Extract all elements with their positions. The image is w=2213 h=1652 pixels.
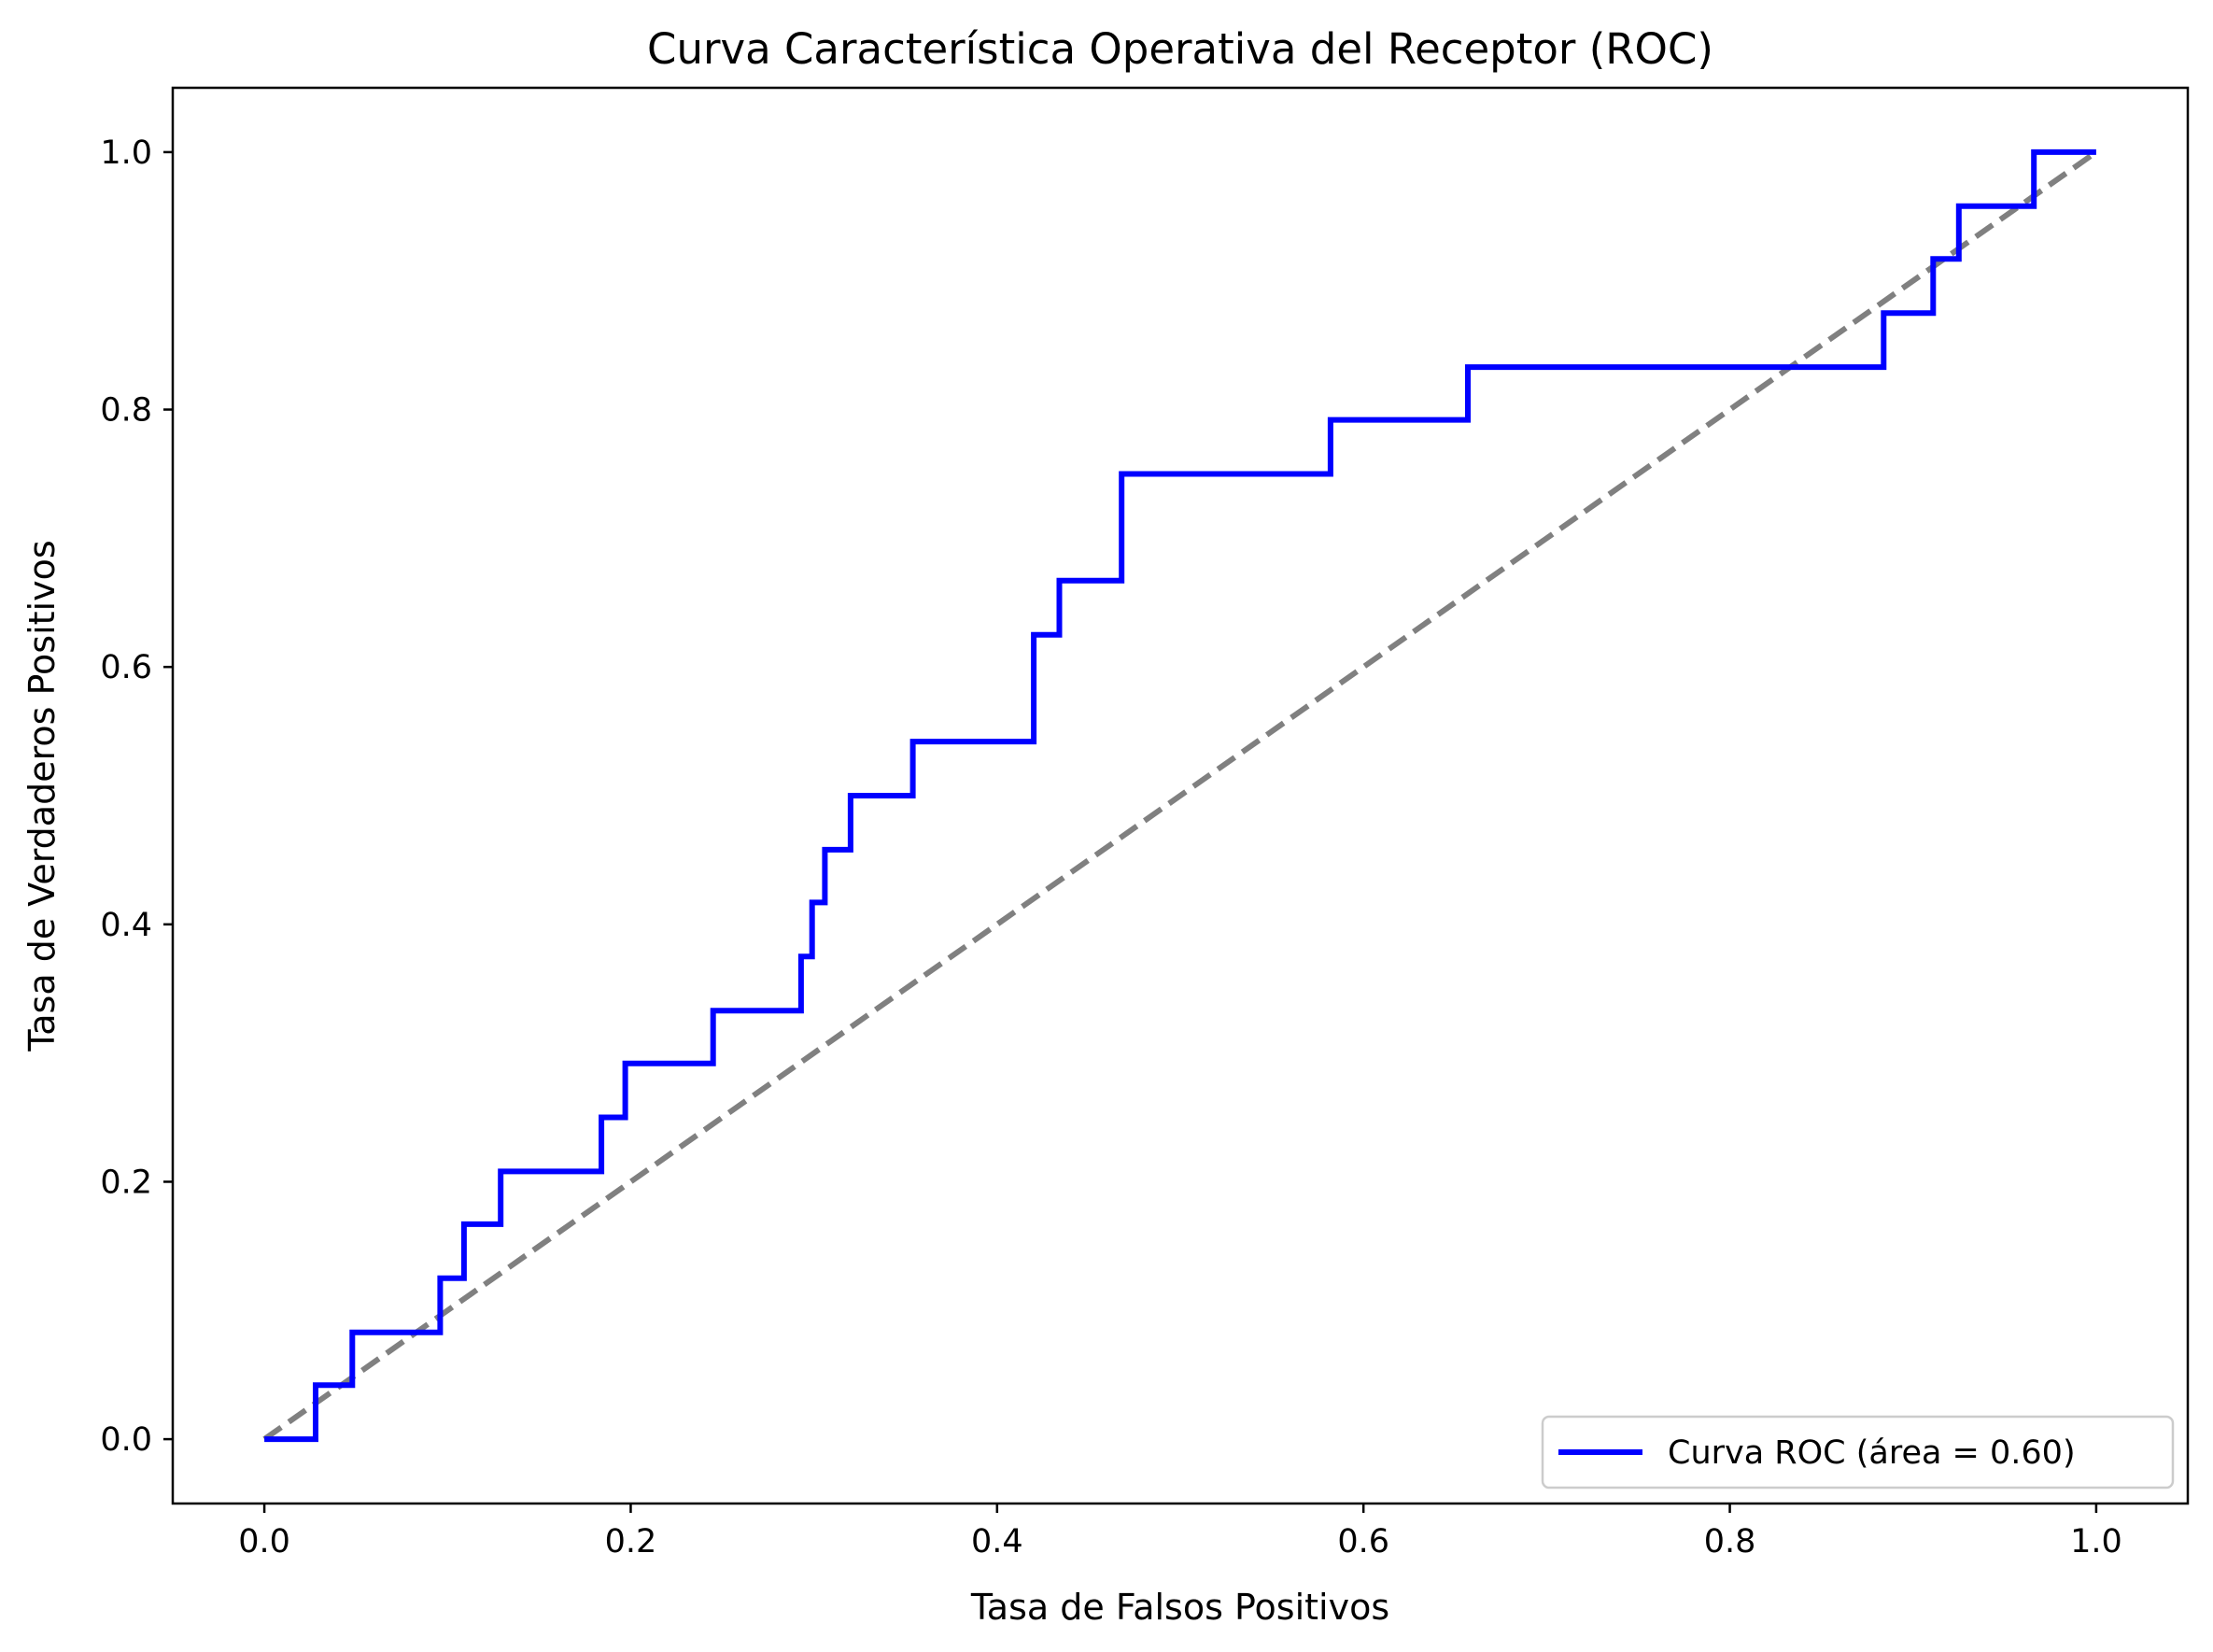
y-tick-label: 0.6 — [100, 649, 152, 686]
x-tick-label: 1.0 — [2070, 1523, 2122, 1560]
series-layer — [262, 148, 2098, 1443]
axes-frame — [171, 86, 2190, 1505]
roc-curve-line — [264, 148, 2096, 1443]
chart-title: Curva Característica Operativa del Recep… — [647, 24, 1713, 74]
legend-box — [1541, 1415, 2175, 1490]
y-tick-label: 0.0 — [100, 1421, 152, 1459]
x-axis-label: Tasa de Falsos Positivos — [970, 1587, 1389, 1628]
y-axis-ticks: 0.0 0.2 0.4 0.6 0.8 1.0 — [100, 134, 173, 1459]
y-tick-label: 0.4 — [100, 907, 152, 944]
x-tick-label: 0.8 — [1704, 1523, 1756, 1560]
plot-area — [171, 86, 2190, 1505]
legend: Curva ROC (área = 0.60) — [1541, 1415, 2175, 1490]
x-tick-label: 0.6 — [1337, 1523, 1389, 1560]
x-axis-ticks: 0.0 0.2 0.4 0.6 0.8 1.0 — [238, 1504, 2122, 1560]
y-axis-label: Tasa de Verdaderos Positivos — [21, 540, 63, 1052]
y-tick-label: 0.8 — [100, 392, 152, 430]
legend-label-roc: Curva ROC (área = 0.60) — [1668, 1434, 2076, 1472]
x-tick-label: 0.2 — [605, 1523, 657, 1560]
x-tick-label: 0.0 — [238, 1523, 290, 1560]
y-tick-label: 1.0 — [100, 134, 152, 172]
y-tick-label: 0.2 — [100, 1164, 152, 1201]
x-tick-label: 0.4 — [971, 1523, 1023, 1560]
